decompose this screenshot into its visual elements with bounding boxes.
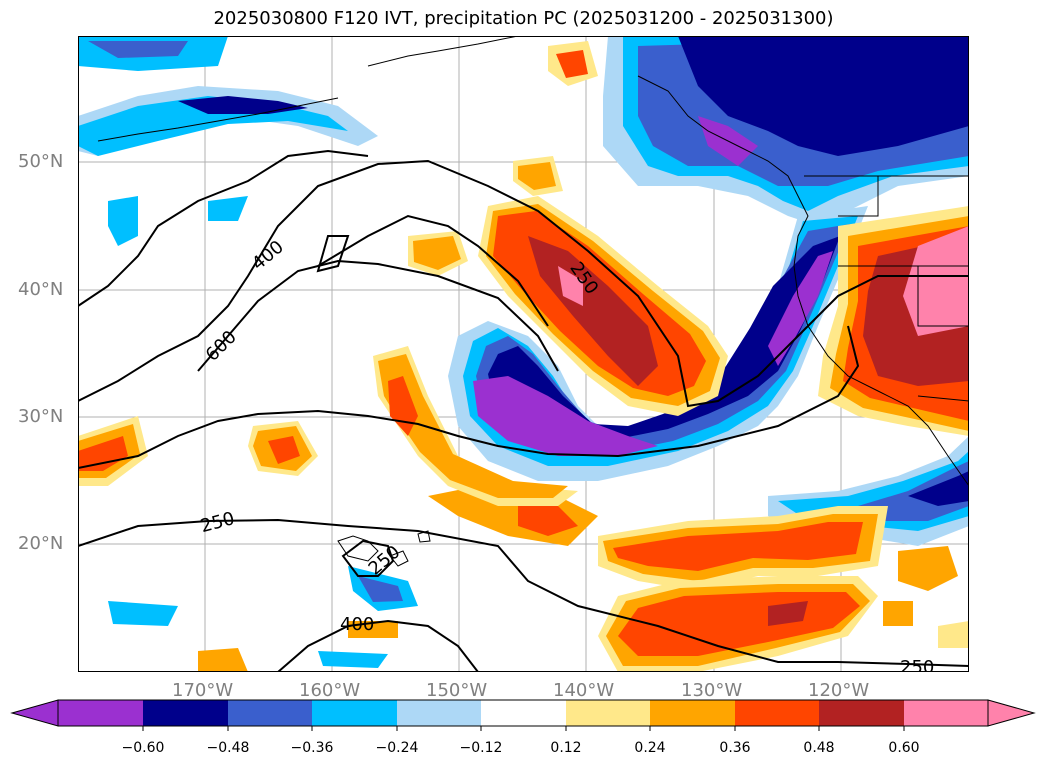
colorbar: −0.60 −0.48 −0.36 −0.24 −0.12 0.12 0.24 … (10, 699, 1036, 756)
lon-label: 150°W (426, 680, 488, 701)
colorbar-tick-label: 0.60 (888, 740, 919, 756)
map-title: 2025030800 F120 IVT, precipitation PC (2… (213, 8, 834, 29)
contour-label: 250 (900, 657, 934, 672)
colorbar-tick-label: −0.36 (291, 740, 334, 756)
lat-label: 30°N (18, 406, 64, 427)
colorbar-tick-label: 0.36 (719, 740, 750, 756)
colorbar-tick-label: 0.48 (803, 740, 834, 756)
lon-label: 130°W (681, 680, 743, 701)
colorbar-segment (904, 700, 988, 726)
contour-label: 400 (340, 614, 374, 635)
positive-anomaly-regions (78, 41, 969, 672)
ivt-contours (78, 149, 969, 672)
colorbar-tick-label: 0.24 (634, 740, 665, 756)
colorbar-tick-label: −0.60 (122, 740, 165, 756)
lat-label: 40°N (18, 279, 64, 300)
colorbar-tick-label: 0.12 (550, 740, 581, 756)
colorbar-tick-label: −0.12 (460, 740, 503, 756)
lon-label: 140°W (553, 680, 615, 701)
colorbar-extend-max (987, 699, 1036, 727)
negative-anomaly-regions (78, 36, 969, 668)
colorbar-tick-label: −0.24 (376, 740, 419, 756)
lat-label: 20°N (18, 533, 64, 554)
lon-label: 170°W (172, 680, 234, 701)
colorbar-segment (481, 700, 566, 726)
colorbar-ticks (142, 726, 905, 731)
colorbar-segment (650, 700, 735, 726)
colorbar-segment (397, 700, 481, 726)
colorbar-tick-label: −0.48 (207, 740, 250, 756)
colorbar-segment (819, 700, 904, 726)
ivt-precip-map: 400 600 250 250 250 400 250 (78, 36, 969, 672)
colorbar-segment (143, 700, 228, 726)
colorbar-extend-min (10, 699, 59, 727)
colorbar-segment (58, 700, 143, 726)
colorbar-segment (566, 700, 650, 726)
lon-label: 120°W (808, 680, 870, 701)
lat-label: 50°N (18, 151, 64, 172)
colorbar-segment (312, 700, 397, 726)
colorbar-segment (228, 700, 312, 726)
coastlines (97, 36, 969, 567)
colorbar-tick-labels: −0.60 −0.48 −0.36 −0.24 −0.12 0.12 0.24 … (122, 740, 920, 756)
colorbar-segment (735, 700, 819, 726)
lon-label: 160°W (299, 680, 361, 701)
